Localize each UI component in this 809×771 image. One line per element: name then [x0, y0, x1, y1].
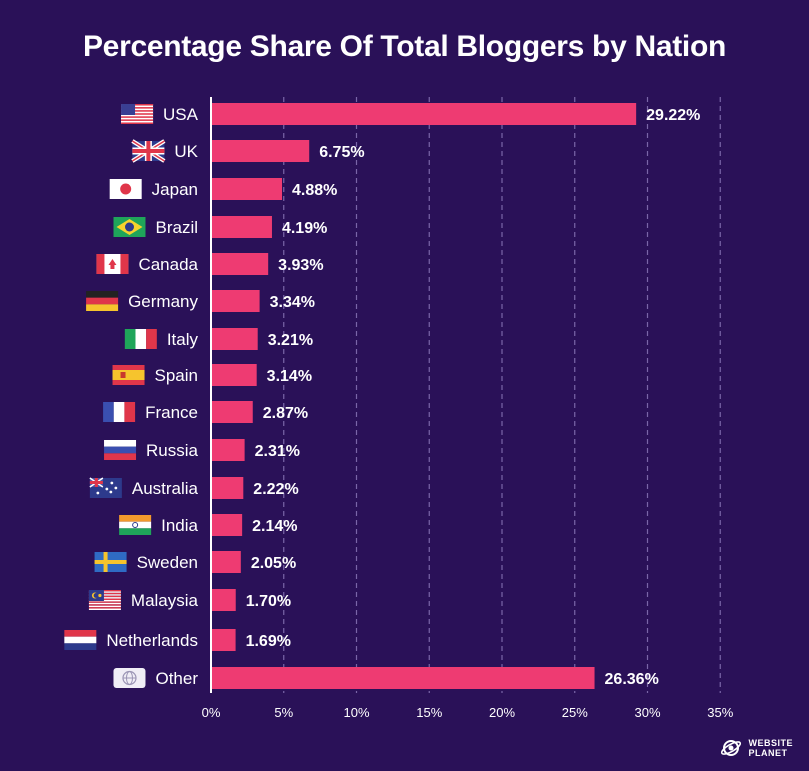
brand-line-2: PLANET — [748, 748, 788, 758]
data-label: 2.14% — [252, 518, 297, 535]
data-label: 2.87% — [263, 405, 308, 422]
usa-flag-icon — [121, 104, 154, 124]
bar — [211, 253, 269, 275]
x-tick-label: 20% — [489, 705, 515, 720]
data-label: 2.22% — [253, 481, 298, 498]
x-tick-label: 25% — [562, 705, 588, 720]
data-label: 1.69% — [246, 633, 291, 650]
bar — [211, 589, 236, 611]
data-label: 4.88% — [292, 182, 337, 199]
data-label: 2.31% — [255, 443, 300, 460]
brand-line-1: WEBSITE — [748, 738, 793, 748]
category-label: Malaysia — [131, 591, 199, 610]
france-flag-icon — [103, 402, 136, 422]
germany-flag-icon — [86, 291, 119, 311]
spain-flag-icon — [112, 365, 145, 385]
category-label: France — [145, 403, 198, 422]
bar — [211, 103, 637, 125]
bar — [211, 290, 260, 312]
brazil-flag-icon — [113, 217, 146, 237]
x-tick-label: 15% — [416, 705, 442, 720]
x-tick-label: 0% — [202, 705, 221, 720]
bar — [211, 514, 243, 536]
bar — [211, 477, 244, 499]
bar — [211, 364, 257, 386]
bar — [211, 178, 283, 200]
category-label: Other — [155, 669, 198, 688]
japan-flag-icon — [109, 179, 142, 199]
data-label: 26.36% — [605, 671, 659, 688]
data-label: 29.22% — [646, 107, 700, 124]
uk-flag-icon — [131, 139, 166, 163]
category-label: Spain — [155, 366, 198, 385]
bar — [211, 439, 245, 461]
x-tick-label: 10% — [343, 705, 369, 720]
category-label: Japan — [152, 180, 198, 199]
malaysia-flag-icon — [88, 590, 121, 610]
category-label: Brazil — [155, 218, 198, 237]
bar — [211, 551, 241, 573]
netherlands-flag-icon — [64, 630, 97, 650]
category-label: UK — [174, 142, 198, 161]
australia-flag-icon — [89, 477, 122, 498]
russia-flag-icon — [104, 440, 137, 460]
chart-title: Percentage Share Of Total Bloggers by Na… — [82, 30, 727, 63]
x-tick-label: 30% — [634, 705, 660, 720]
sweden-flag-icon — [94, 552, 127, 572]
india-flag-icon — [119, 515, 152, 535]
bar — [211, 328, 258, 350]
x-tick-label: 5% — [274, 705, 293, 720]
category-label: Netherlands — [106, 631, 198, 650]
data-label: 3.14% — [267, 368, 312, 385]
category-label: Australia — [132, 479, 199, 498]
category-label: Russia — [146, 441, 199, 460]
bar — [211, 629, 236, 651]
data-label: 1.70% — [246, 593, 291, 610]
bar — [211, 667, 595, 689]
planet-logo-icon — [721, 740, 742, 756]
canada-flag-icon — [96, 254, 129, 274]
bar — [211, 140, 310, 162]
italy-flag-icon — [124, 329, 157, 349]
bar — [211, 401, 253, 423]
data-label: 2.05% — [251, 555, 296, 572]
globe-icon — [113, 668, 146, 688]
category-label: India — [161, 516, 198, 535]
data-label: 6.75% — [319, 144, 364, 161]
brand-name: WEBSITE PLANET — [748, 738, 793, 758]
category-label: Italy — [167, 330, 199, 349]
data-label: 3.21% — [268, 332, 313, 349]
data-label: 4.19% — [282, 220, 327, 237]
brand-logo: WEBSITE PLANET — [720, 737, 793, 759]
category-label: Germany — [128, 292, 198, 311]
data-label: 3.34% — [270, 294, 315, 311]
category-label: Sweden — [137, 553, 198, 572]
category-label: Canada — [138, 255, 198, 274]
bar — [211, 216, 272, 238]
data-label: 3.93% — [278, 257, 323, 274]
x-tick-label: 35% — [707, 705, 733, 720]
category-label: USA — [163, 105, 199, 124]
